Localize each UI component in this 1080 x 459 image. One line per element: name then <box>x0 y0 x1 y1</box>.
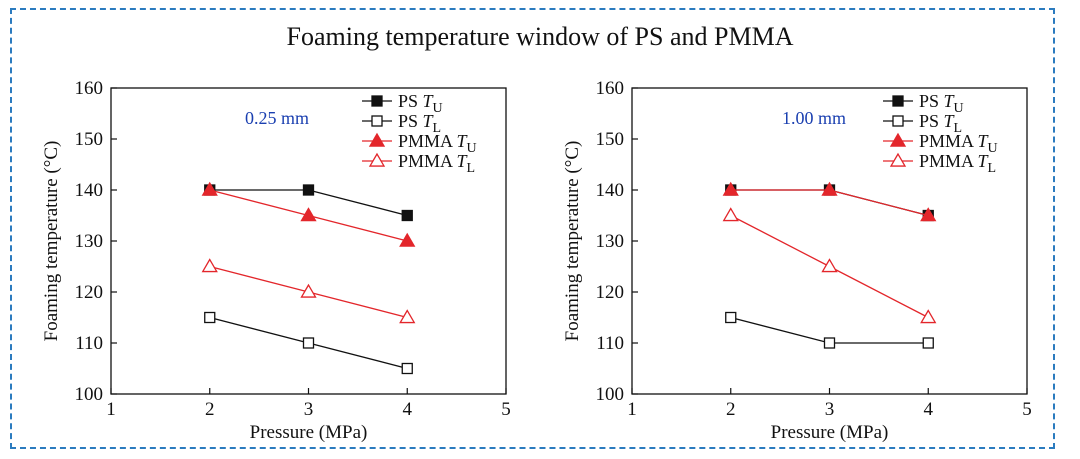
figure-title: Foaming temperature window of PS and PMM… <box>286 22 794 51</box>
y-tick-label: 100 <box>596 384 625 405</box>
y-tick-label: 120 <box>75 282 104 303</box>
y-tick-label: 140 <box>75 180 104 201</box>
data-point <box>823 337 836 349</box>
figure-frame <box>10 8 1055 449</box>
legend-marker <box>892 95 904 107</box>
data-point <box>302 184 315 196</box>
x-tick-label: 2 <box>726 399 736 420</box>
data-point <box>722 207 739 222</box>
y-tick-label: 160 <box>596 78 625 99</box>
data-point <box>725 311 737 324</box>
legend-marker <box>371 115 383 127</box>
legend-marker <box>889 132 907 147</box>
y-axis-label: Foaming temperature (°C) <box>562 141 583 342</box>
y-tick-label: 130 <box>596 231 625 252</box>
y-tick-label: 150 <box>596 129 625 150</box>
legend-entry: PMMA TL <box>919 151 996 176</box>
x-tick-label: 1 <box>627 399 637 420</box>
y-tick-label: 100 <box>75 384 104 405</box>
data-point <box>920 207 937 222</box>
data-point <box>302 337 315 349</box>
y-axis-label: Foaming temperature (°C) <box>41 141 62 342</box>
y-tick-label: 130 <box>75 231 104 252</box>
x-tick-label: 2 <box>205 399 215 420</box>
chart-panel-2: 100 110 120 130 140 150 160 1 2 3 4 5 Pressure (MPa)… <box>562 78 1032 443</box>
data-point <box>401 209 413 222</box>
data-point <box>399 232 416 247</box>
data-point <box>922 337 934 349</box>
x-axis-label: Pressure (MPa) <box>250 422 368 443</box>
data-point <box>401 362 413 375</box>
x-tick-label: 4 <box>924 399 934 420</box>
y-tick-label: 110 <box>75 333 103 354</box>
y-tick-label: 160 <box>75 78 104 99</box>
data-point <box>821 181 838 196</box>
y-tick-label: 120 <box>596 282 625 303</box>
legend-marker <box>892 115 904 127</box>
x-tick-label: 5 <box>501 399 511 420</box>
legend-marker <box>889 152 907 167</box>
data-point <box>399 309 416 324</box>
data-point <box>300 283 317 298</box>
y-tick-label: 150 <box>75 129 104 150</box>
data-point <box>201 181 218 196</box>
data-point <box>201 258 218 273</box>
x-tick-label: 4 <box>403 399 413 420</box>
x-axis-label: Pressure (MPa) <box>771 422 889 443</box>
data-point <box>920 309 937 324</box>
x-tick-label: 1 <box>106 399 116 420</box>
thickness-annotation: 1.00 mm <box>782 108 846 128</box>
x-tick-label: 3 <box>825 399 835 420</box>
x-tick-label: 3 <box>304 399 314 420</box>
y-tick-label: 140 <box>596 180 625 201</box>
y-tick-label: 110 <box>596 333 624 354</box>
data-point <box>300 207 317 222</box>
legend-marker <box>371 95 383 107</box>
legend-marker <box>368 152 386 167</box>
x-tick-label: 5 <box>1022 399 1032 420</box>
legend-marker <box>368 132 386 147</box>
data-point <box>821 258 838 273</box>
chart-panel-1: 100 110 120 130 140 150 160 1 2 3 4 5 Pressure (MPa)… <box>41 78 511 443</box>
data-point <box>204 311 216 324</box>
thickness-annotation: 0.25 mm <box>245 108 309 128</box>
legend-entry: PMMA TL <box>398 151 475 176</box>
data-point <box>722 181 739 196</box>
